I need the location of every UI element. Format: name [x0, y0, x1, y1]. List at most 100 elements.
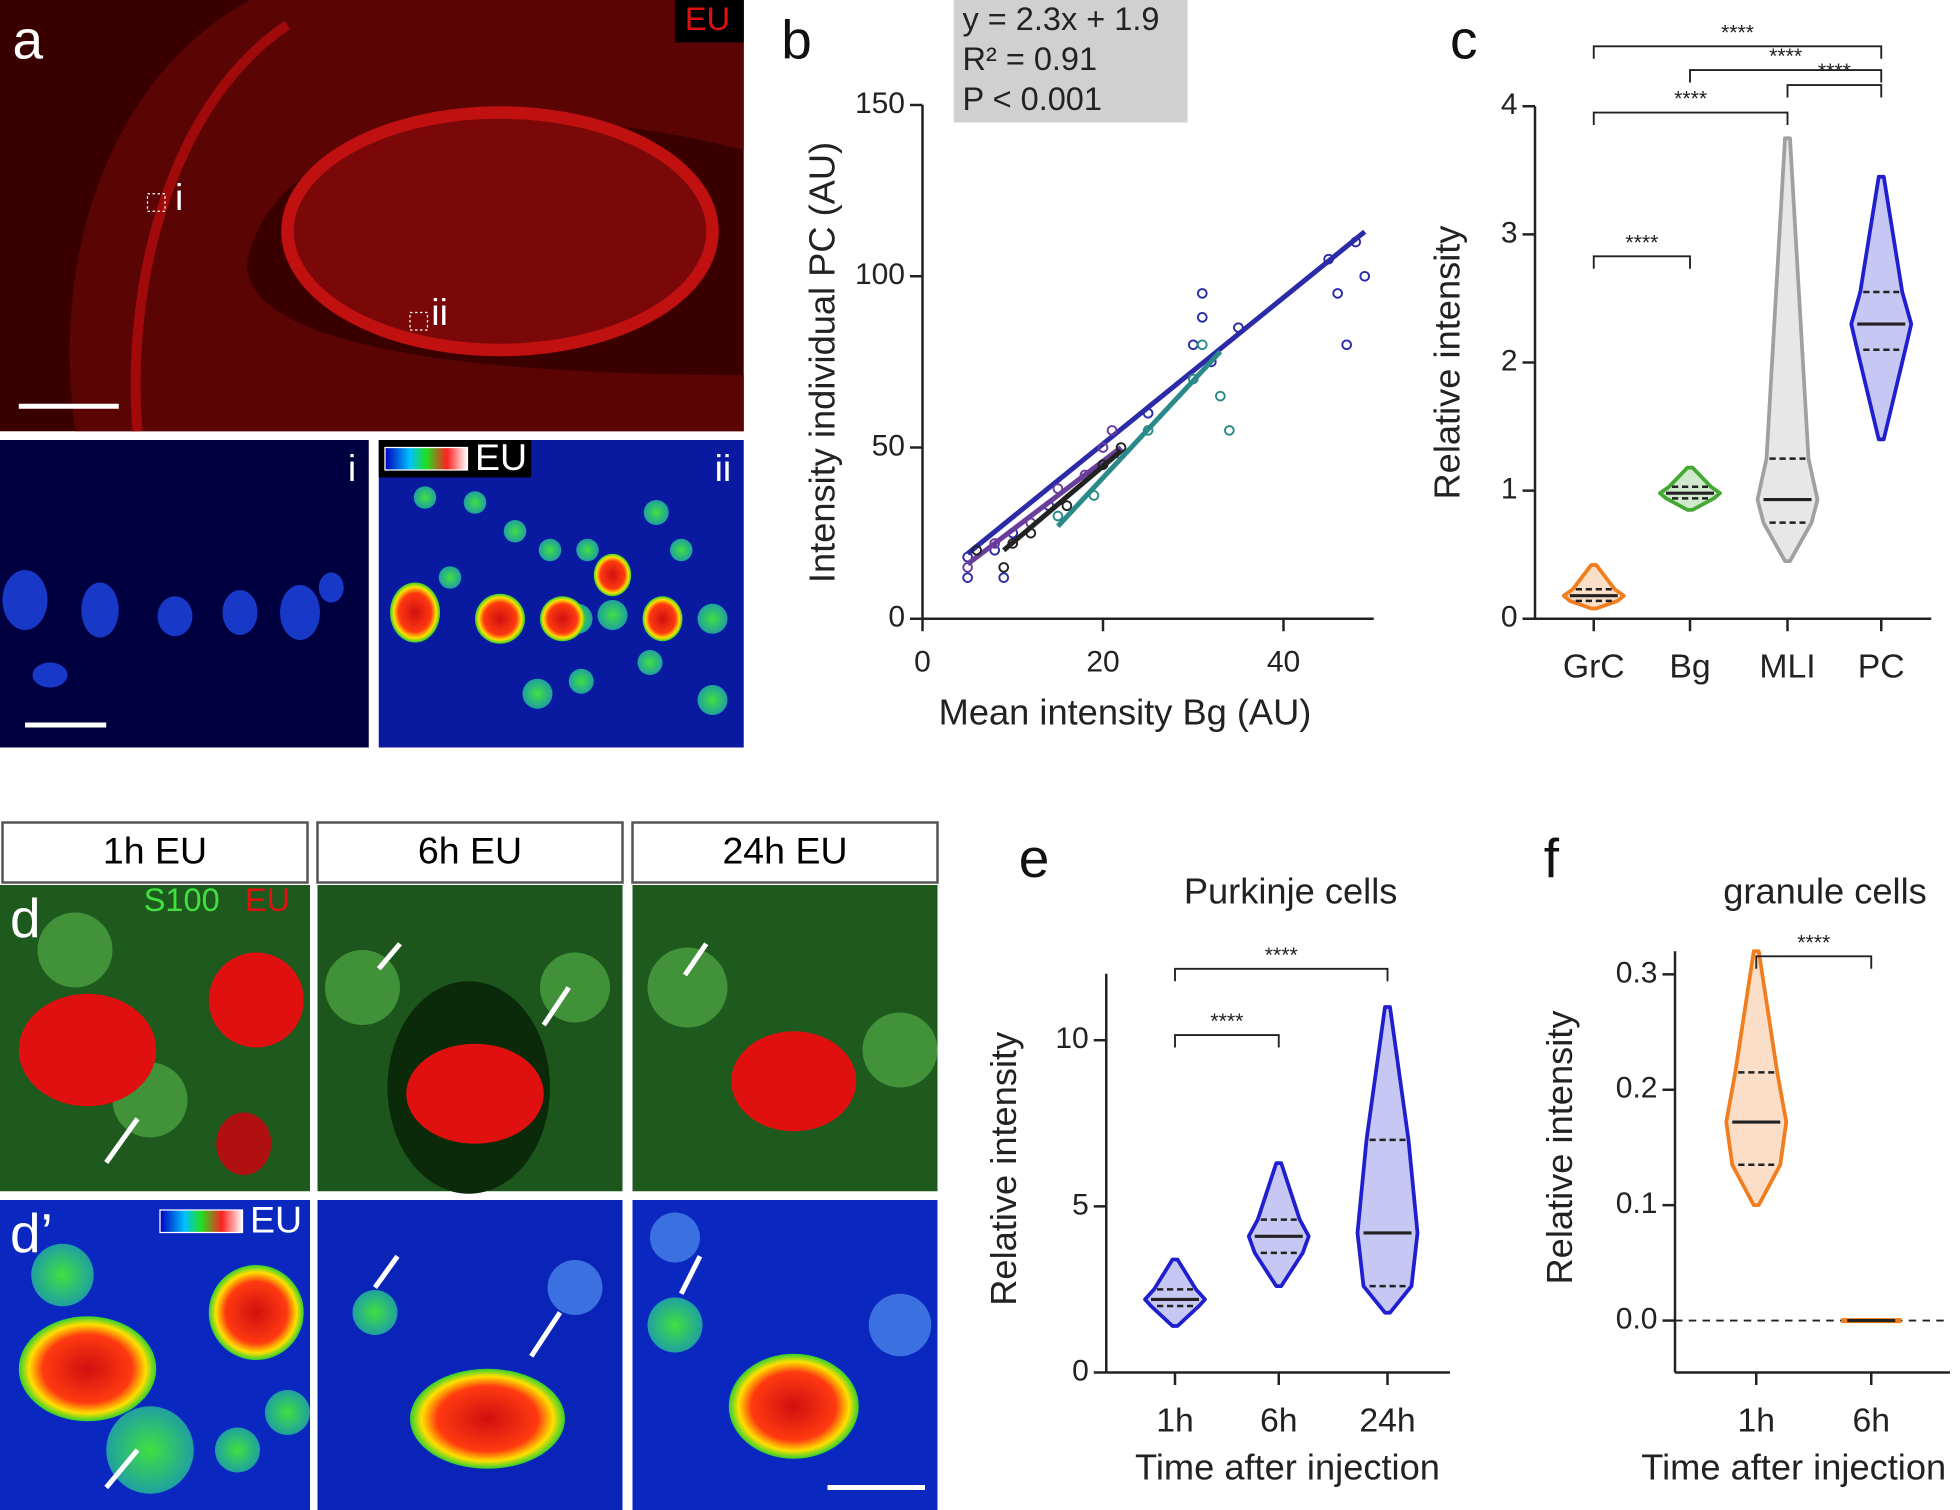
point [1187, 339, 1199, 351]
significance-label: **** [1625, 230, 1658, 254]
y-tick-label: 0 [1072, 1354, 1089, 1387]
channel-label: S100 [144, 882, 220, 918]
y-tick-label: 0.0 [1616, 1302, 1658, 1335]
point [1097, 442, 1109, 453]
point [1061, 500, 1073, 512]
point [998, 562, 1010, 573]
x-axis-title: Time after injection [1641, 1447, 1946, 1488]
significance-bracket [1592, 45, 1883, 59]
violin [1246, 1161, 1311, 1288]
x-tick-label: Bg [1669, 648, 1710, 686]
violin [1658, 465, 1722, 512]
violin [1724, 949, 1789, 1208]
column-headers: 1h EU 6h EU 24h EU [1, 821, 939, 884]
colorbar-label: EU [250, 1198, 302, 1240]
column-header: 6h EU [418, 830, 522, 872]
panel-label: d [10, 887, 41, 949]
x-axis-title: Mean intensity Bg (AU) [939, 692, 1312, 733]
point [1215, 390, 1226, 402]
x-axis-title: Time after injection [1135, 1447, 1440, 1488]
point [962, 572, 973, 583]
y-tick-label: 50 [872, 429, 905, 462]
y-tick-label: 0 [888, 601, 905, 634]
significance-bracket [1689, 69, 1883, 83]
y-tick-label: 150 [855, 87, 905, 120]
column-header: 1h EU [103, 830, 207, 872]
chart-title: Purkinje cells [1184, 870, 1398, 911]
x-tick-label: 6h [1852, 1401, 1890, 1439]
significance-bracket [1174, 1034, 1280, 1048]
panel-label: a [13, 8, 44, 70]
point [1196, 288, 1208, 299]
y-tick-label: 0.3 [1616, 956, 1658, 989]
significance-bracket [1174, 967, 1389, 982]
violin [1355, 1005, 1420, 1315]
significance-label: **** [1674, 87, 1707, 111]
x-tick-label: 1h [1737, 1401, 1775, 1439]
panel-label: f [1544, 827, 1560, 889]
panel-label: d’ [10, 1202, 53, 1264]
x-tick-label: GrC [1563, 648, 1625, 686]
point [1106, 425, 1118, 436]
point [1341, 339, 1352, 351]
micrograph-ii: EU ii [378, 436, 744, 748]
fit-line [1056, 349, 1223, 528]
panel-label: b [781, 8, 812, 70]
significance-bracket [1786, 84, 1883, 98]
channel-label: EU [685, 1, 730, 37]
violin [1561, 563, 1626, 611]
micrograph-a: EU a i ii [0, 0, 744, 432]
annotation: R² = 0.91 [963, 41, 1098, 77]
y-tick-label: 5 [1072, 1188, 1089, 1221]
point [989, 538, 1001, 549]
x-tick-label: 6h [1260, 1401, 1298, 1439]
annotation-box [953, 0, 1188, 123]
x-tick-label: 40 [1267, 646, 1300, 679]
y-tick-label: 4 [1501, 88, 1518, 121]
x-tick-label: PC [1858, 648, 1905, 686]
annotation: P < 0.001 [963, 81, 1102, 117]
box-label: ii [431, 291, 448, 333]
violin [1755, 136, 1820, 563]
significance-label: **** [1769, 44, 1802, 68]
point [1052, 510, 1064, 522]
channel-label: EU [245, 882, 290, 918]
significance-label: **** [1265, 943, 1298, 967]
significance-label: **** [1721, 20, 1754, 44]
significance-label: **** [1210, 1009, 1243, 1033]
point [1196, 339, 1208, 351]
y-tick-label: 2 [1501, 344, 1518, 377]
y-tick-label: 0.2 [1616, 1072, 1658, 1105]
y-tick-label: 0.1 [1616, 1187, 1658, 1220]
x-tick-label: 20 [1086, 646, 1119, 679]
point [1196, 312, 1208, 323]
y-tick-label: 3 [1501, 216, 1518, 249]
micrograph-d: d S100 EU [0, 882, 938, 1194]
y-axis-title: Relative intensity [1427, 225, 1468, 500]
chart-title: granule cells [1723, 870, 1927, 911]
fit-line [1002, 449, 1123, 553]
significance-label: **** [1797, 930, 1830, 954]
significance-label: **** [1818, 59, 1851, 83]
y-axis-title: Relative intensity [983, 1031, 1024, 1306]
significance-bracket [1592, 111, 1789, 125]
micrograph-i: i [0, 440, 369, 748]
y-tick-label: 10 [1055, 1022, 1088, 1055]
y-axis-title: Intensity individual PC (AU) [802, 142, 843, 583]
x-tick-label: 1h [1156, 1401, 1194, 1439]
violin [1143, 1257, 1207, 1328]
point [971, 544, 982, 556]
significance-bracket [1755, 955, 1873, 969]
micrograph-d-prime: EU d’ [0, 1198, 938, 1510]
panel-label: e [1019, 827, 1050, 889]
point [998, 572, 1010, 583]
x-tick-label: 0 [914, 646, 931, 679]
point [1332, 288, 1343, 299]
significance-bracket [1592, 255, 1691, 269]
point [1224, 425, 1235, 436]
y-tick-label: 1 [1501, 473, 1518, 506]
panel-label: c [1450, 8, 1478, 70]
colorbar-label: EU [475, 436, 527, 478]
